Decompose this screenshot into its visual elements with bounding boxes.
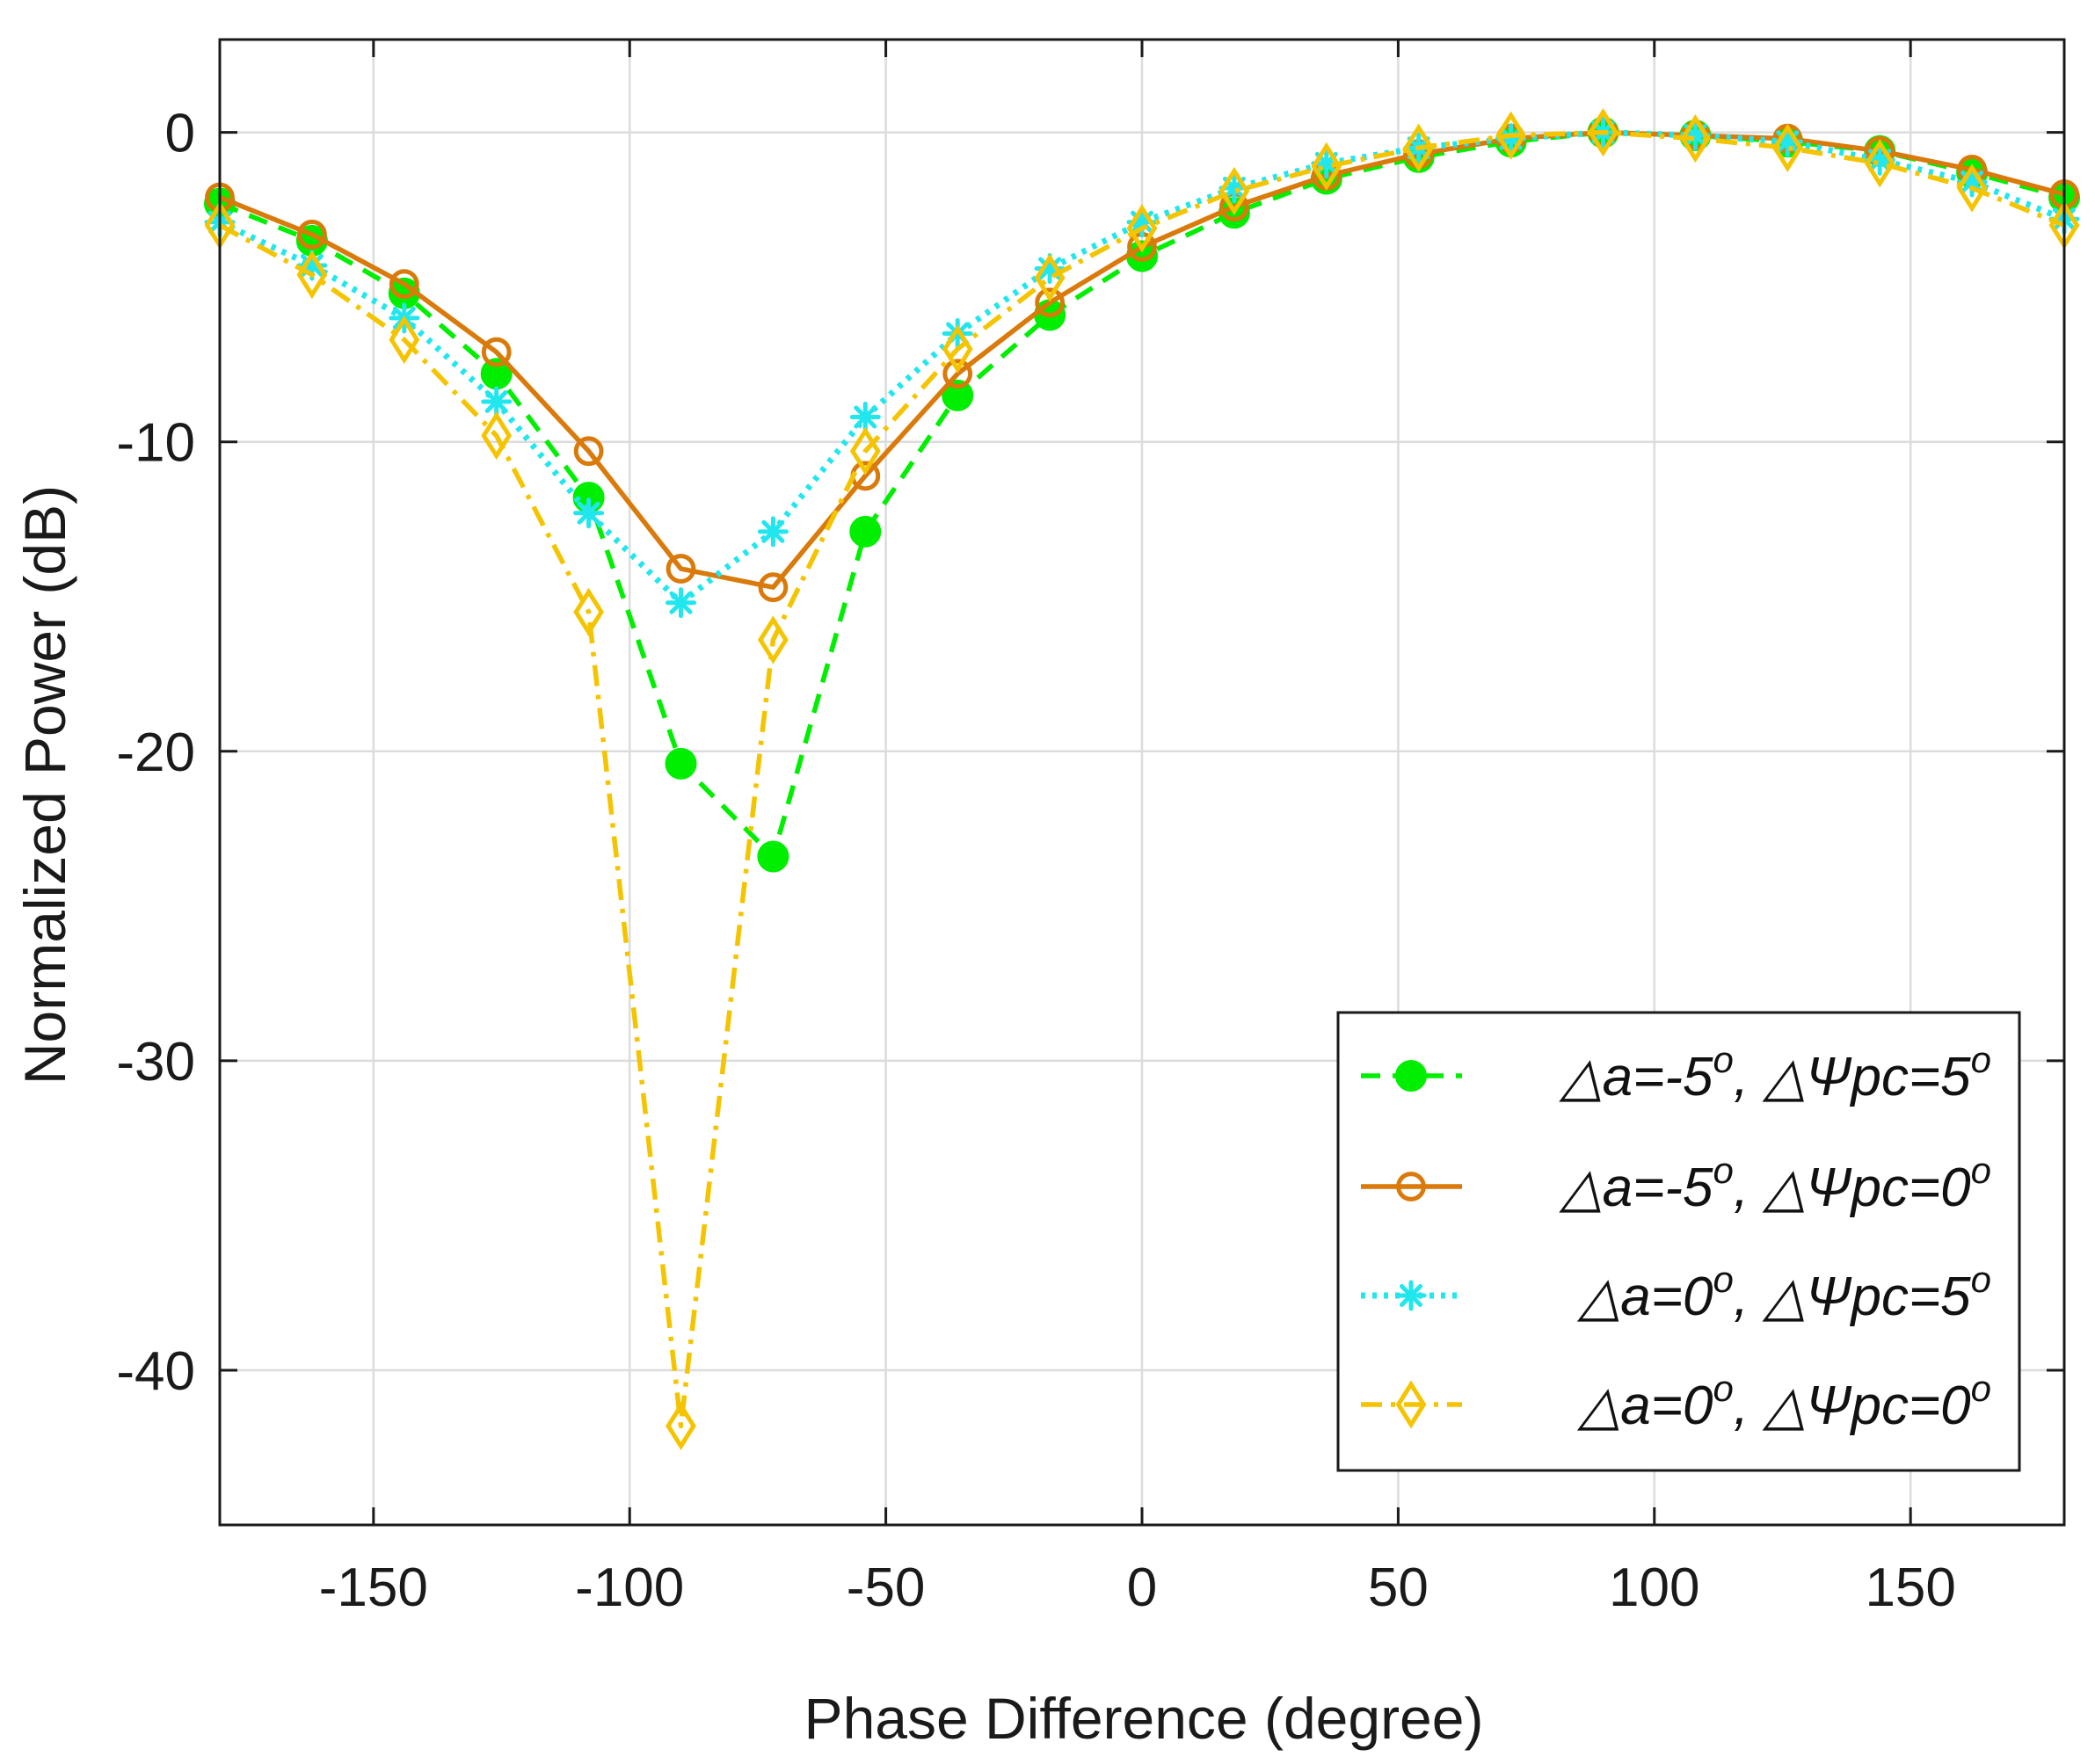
legend-label-superscript: o <box>1713 1039 1733 1080</box>
legend-label-superscript: o <box>1971 1368 1991 1409</box>
data-point <box>942 324 973 374</box>
data-point-stroke <box>577 501 600 525</box>
data-point <box>1218 166 1250 216</box>
legend-item-1: △a=-5o, △Ψpc=5o <box>1361 1039 1991 1107</box>
y-tick-label: 0 <box>165 104 195 164</box>
x-tick-label: 150 <box>1865 1557 1955 1618</box>
y-tick-label: -40 <box>116 1341 195 1402</box>
data-point <box>389 269 419 300</box>
data-point <box>297 219 327 250</box>
data-point <box>573 436 604 467</box>
x-tick-label: -50 <box>847 1557 926 1618</box>
data-point <box>1403 123 1435 172</box>
data-point <box>1864 139 1895 188</box>
data-point-stroke <box>1400 1284 1422 1307</box>
legend-label: △a=-5o, △Ψpc=0o <box>1559 1150 1991 1218</box>
legend-box <box>1336 1011 2021 1472</box>
data-point <box>666 554 696 584</box>
series-4 <box>204 107 2080 1450</box>
data-point <box>1126 204 1158 253</box>
legend-label: △a=0o, △Ψpc=0o <box>1577 1368 1991 1436</box>
legend-label-superscript: o <box>1713 1368 1733 1409</box>
data-point <box>1035 287 1065 318</box>
legend-label-text: △a=0 <box>1577 1376 1713 1436</box>
data-point-stroke <box>484 389 508 413</box>
data-point <box>758 572 789 603</box>
x-tick-label: -100 <box>575 1557 684 1618</box>
series-line <box>218 129 2066 606</box>
legend-label-text: , △Ψpc=5 <box>1734 1267 1971 1327</box>
legend-items: △a=-5o, △Ψpc=5o△a=-5o, △Ψpc=0o △a=0o, △Ψ… <box>1361 1039 1991 1436</box>
x-axis-title: Phase Difference (degree) <box>804 1686 1484 1751</box>
legend-label-text: △a=-5 <box>1559 1047 1713 1107</box>
legend-label-text: , △Ψpc=0 <box>1734 1376 1971 1436</box>
data-point <box>1495 111 1527 160</box>
x-tick-label: 50 <box>1368 1557 1429 1618</box>
series-line <box>218 129 2066 1429</box>
legend-label-text: , △Ψpc=0 <box>1734 1158 1971 1218</box>
series-layer <box>204 107 2080 1450</box>
data-point-stroke <box>669 591 693 614</box>
data-point <box>573 497 605 529</box>
legend-item-2: △a=-5o, △Ψpc=0o <box>1361 1150 1991 1218</box>
data-point <box>942 359 973 389</box>
data-point <box>389 315 420 365</box>
data-point <box>1034 253 1066 302</box>
legend-label-text: △a=0 <box>1577 1267 1713 1327</box>
legend-label-superscript: o <box>1713 1259 1733 1300</box>
data-point <box>757 516 789 548</box>
data-point-stroke <box>761 519 785 543</box>
data-point <box>573 587 605 636</box>
legend-item-3: △a=0o, △Ψpc=5o <box>1361 1259 1991 1327</box>
data-point <box>481 337 512 367</box>
data-point <box>942 379 974 411</box>
data-point <box>481 386 513 417</box>
tick-labels: -150 -100 -50 0 50 100 150 0 -10 -20 -30 -40 <box>116 104 1956 1618</box>
x-tick-label: -150 <box>319 1557 428 1618</box>
legend-item-4: △a=0o, △Ψpc=0o <box>1361 1368 1991 1436</box>
data-point <box>666 1401 696 1450</box>
y-tick-label: -20 <box>116 722 195 783</box>
data-point <box>1395 1280 1427 1311</box>
data-point <box>757 615 789 664</box>
x-tick-label: 100 <box>1609 1557 1699 1618</box>
data-point <box>1311 142 1342 191</box>
legend-label-superscript: o <box>1713 1150 1733 1191</box>
data-point <box>849 402 881 433</box>
legend-label-text: △a=-5 <box>1559 1158 1713 1218</box>
legend-label-text: , △Ψpc=5 <box>1734 1047 1971 1107</box>
legend-label-superscript: o <box>1971 1039 1991 1080</box>
legend-label: △a=-5o, △Ψpc=5o <box>1559 1039 1991 1107</box>
data-point <box>1588 107 1619 157</box>
x-tick-label: 0 <box>1127 1557 1157 1618</box>
legend-label-superscript: o <box>1971 1259 1991 1300</box>
ticks <box>220 40 2064 1525</box>
y-tick-label: -10 <box>116 413 195 474</box>
data-point <box>666 587 696 619</box>
legend-label: △a=0o, △Ψpc=5o <box>1577 1259 1991 1327</box>
data-point <box>1395 1060 1427 1092</box>
data-point <box>1679 114 1711 163</box>
y-axis-title: Normalized Power (dB) <box>12 485 77 1085</box>
data-point <box>849 426 881 475</box>
data-point <box>296 250 328 300</box>
data-point <box>481 411 513 461</box>
data-point-stroke <box>854 405 877 429</box>
data-point <box>1956 163 1988 213</box>
legend: △a=-5o, △Ψpc=5o△a=-5o, △Ψpc=0o △a=0o, △Ψ… <box>1336 1011 2021 1472</box>
data-point <box>1771 123 1803 172</box>
data-point <box>849 515 882 548</box>
data-point <box>1396 1172 1426 1201</box>
y-tick-label: -30 <box>116 1032 195 1093</box>
data-point-stroke <box>1038 257 1062 280</box>
data-point <box>665 747 697 780</box>
data-point <box>757 840 789 873</box>
legend-label-superscript: o <box>1971 1150 1991 1191</box>
data-point <box>1395 1380 1427 1429</box>
